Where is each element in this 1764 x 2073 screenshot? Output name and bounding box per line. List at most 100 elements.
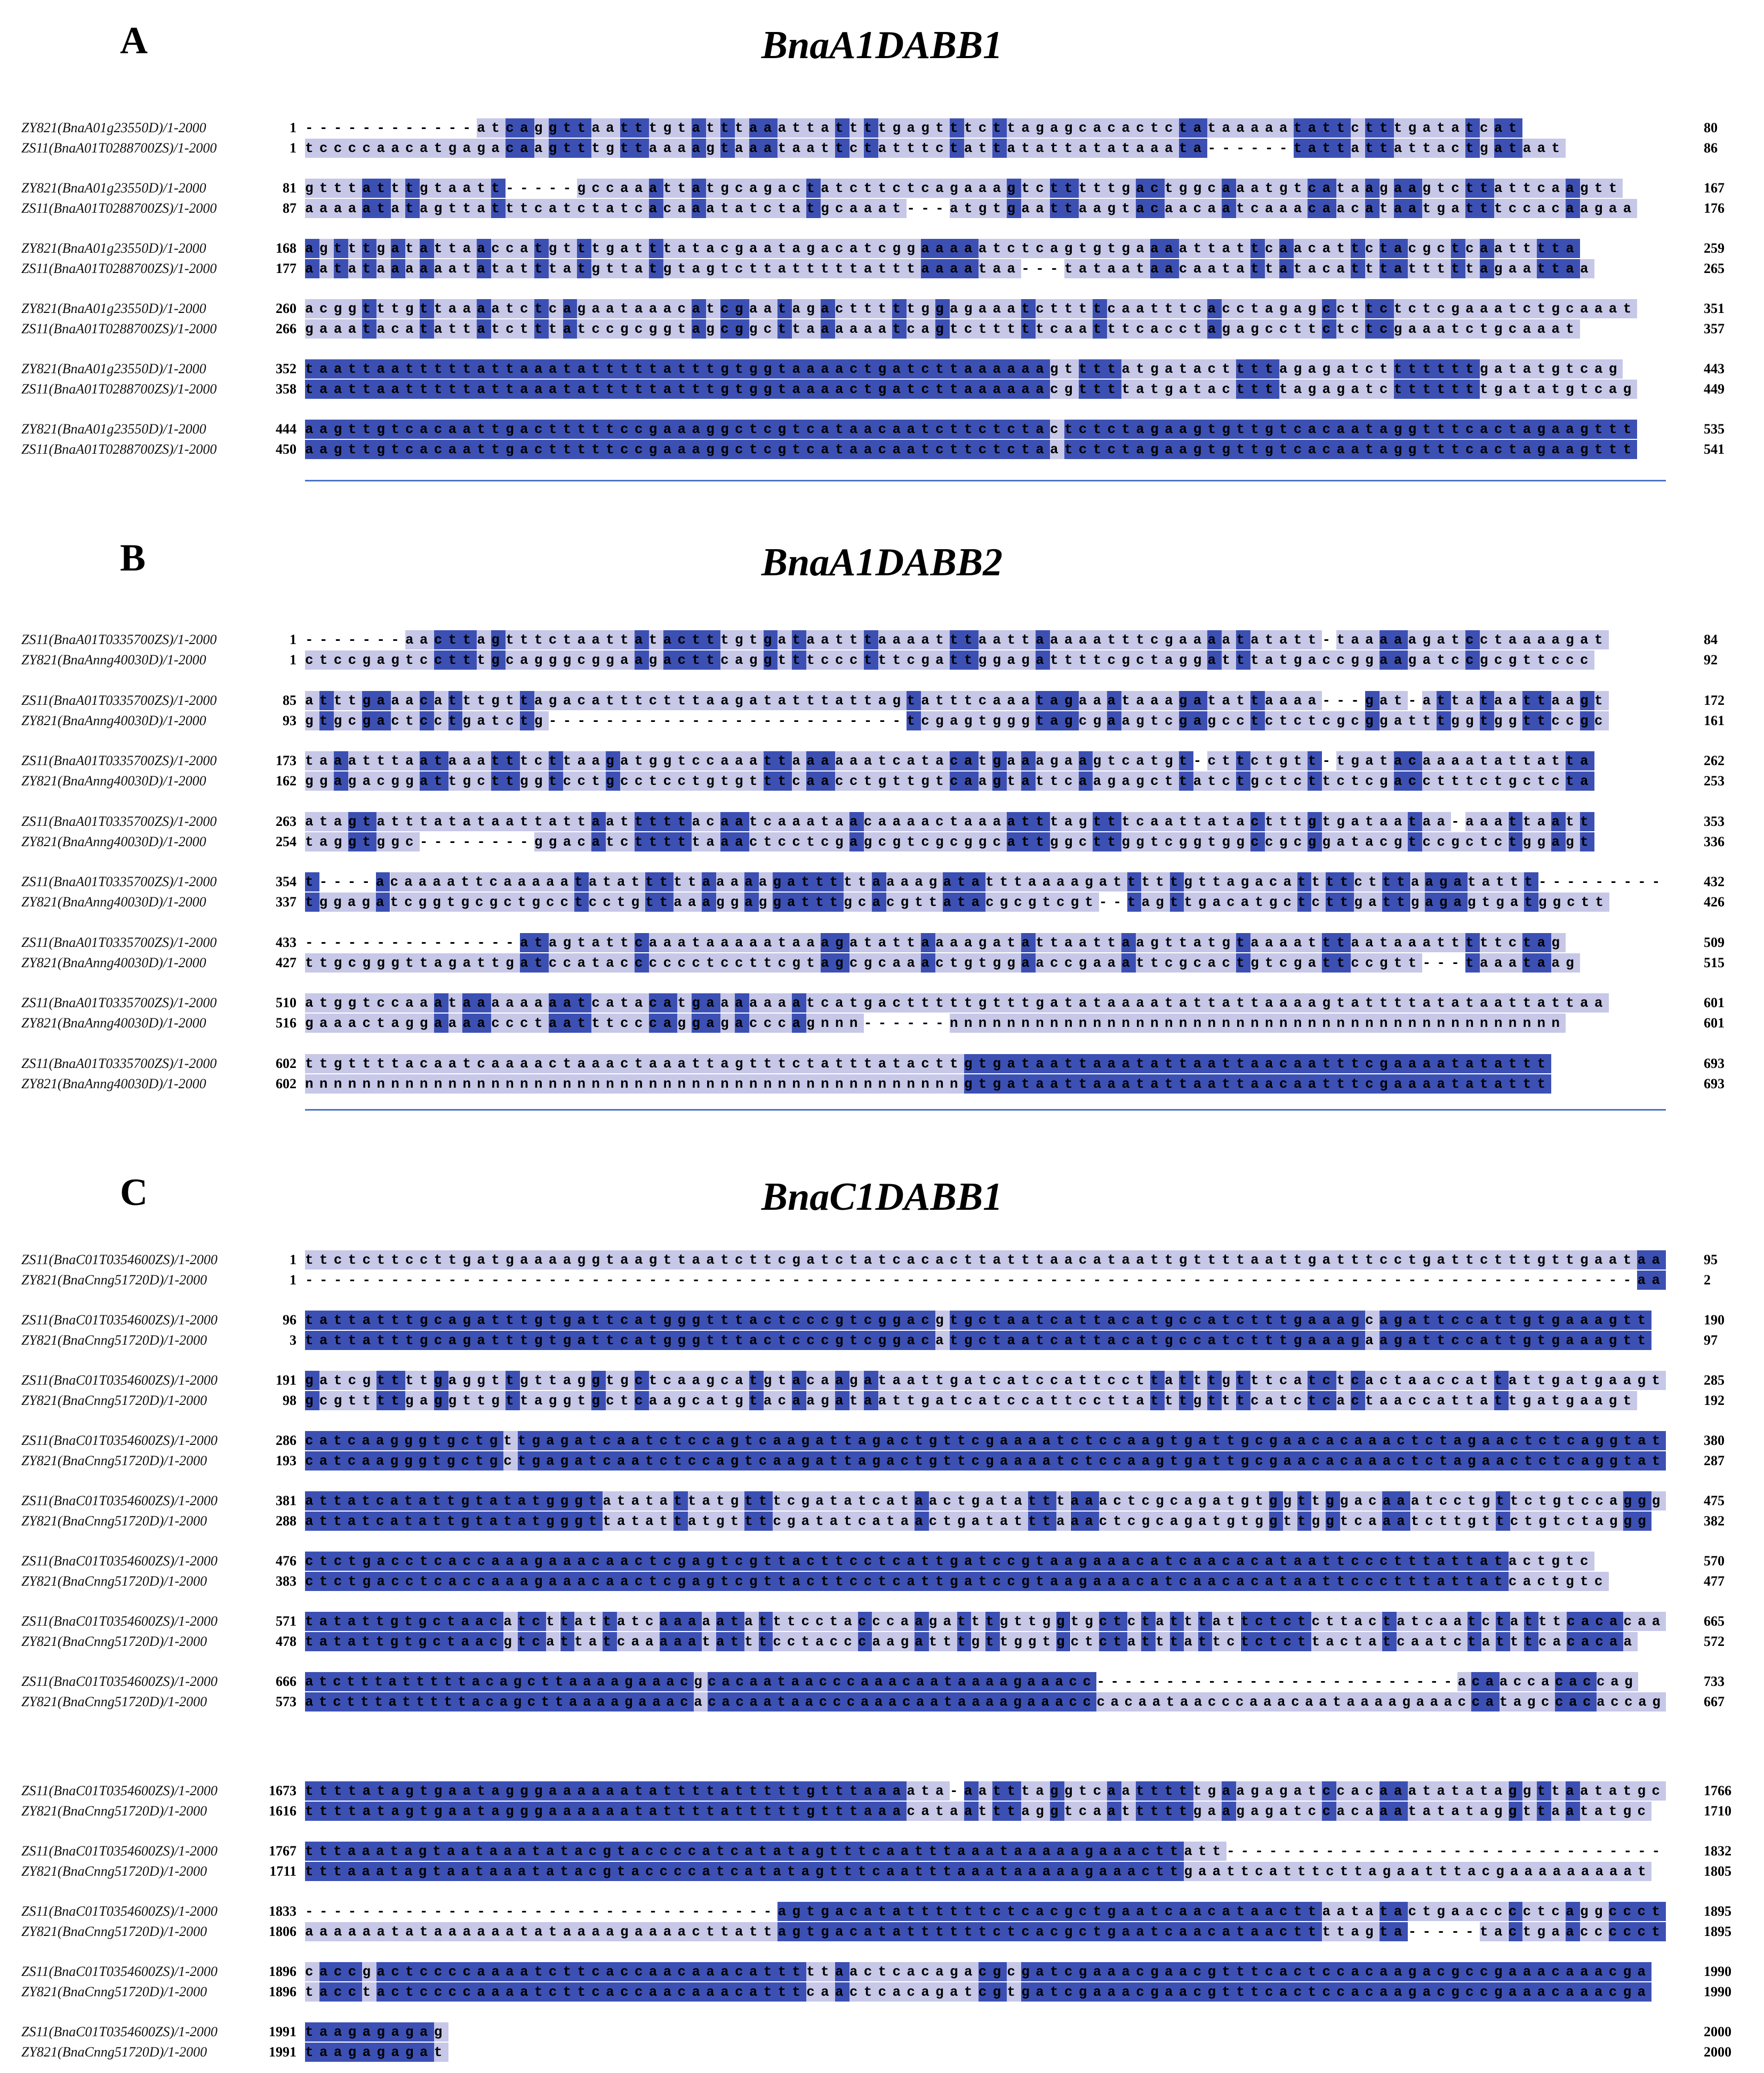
sequence-track: ttgcgggttagattgatccatacccccctccttcgtagcg… xyxy=(305,953,1666,973)
identical-block xyxy=(362,259,377,278)
sequence-track: tttaaatagtaataaatatacgtaccccatcatatagttt… xyxy=(305,1842,1666,1861)
start-position: 666 xyxy=(276,1674,296,1689)
mismatch-block xyxy=(1393,319,1580,339)
mismatch-block xyxy=(985,893,1099,912)
identical-block xyxy=(921,259,979,278)
mismatch-block xyxy=(405,630,434,649)
mismatch-block xyxy=(878,630,950,649)
end-position: 190 xyxy=(1704,1312,1725,1328)
sequence-text: tatattgtgctaacgtcattatcaaaaatatttcctaccc… xyxy=(305,1634,1638,1650)
sequence-text: ctctgacctcaccaaagaaacaactcgagtcgttacttcc… xyxy=(305,1553,1594,1569)
identical-block xyxy=(1021,299,1036,318)
alignment-row: ZY821(BnaA01g23550D)/1-2000 260 acggtttgtt… xyxy=(0,299,1764,318)
identical-block xyxy=(375,872,390,891)
sequence-text: aaaaaatataaaaaatataaaagaaaacttattagtgaca… xyxy=(305,1924,1666,1940)
identical-block xyxy=(634,933,649,952)
identical-block xyxy=(763,772,792,791)
identical-block xyxy=(477,299,492,318)
sequence-track: taagagagag xyxy=(305,2022,1666,2042)
mismatch-block xyxy=(390,872,575,891)
mismatch-block xyxy=(305,690,319,710)
identical-block xyxy=(720,319,749,339)
end-position: 351 xyxy=(1704,301,1725,316)
start-position: 173 xyxy=(276,753,296,768)
mismatch-block xyxy=(706,199,807,218)
mismatch-block xyxy=(1494,179,1566,198)
alignment-row: ZS11(BnaA01T0288700ZS)/1-2000 1 tccccaacat… xyxy=(0,139,1764,158)
mismatch-block xyxy=(506,630,635,649)
identical-block xyxy=(907,690,921,710)
mismatch-block xyxy=(749,832,849,851)
end-position: 733 xyxy=(1704,1674,1725,1689)
end-position: 541 xyxy=(1704,441,1725,457)
identical-block xyxy=(1236,359,1279,379)
mismatch-block xyxy=(1354,872,1383,891)
mismatch-block xyxy=(1007,772,1022,791)
sequence-name: ZS11(BnaC01T0354600ZS)/1-2000 xyxy=(21,1674,218,1689)
identical-block xyxy=(1393,199,1423,218)
mismatch-block xyxy=(1479,359,1623,379)
identical-block xyxy=(305,259,319,278)
mismatch-block xyxy=(1408,259,1452,278)
conservation-shading xyxy=(305,239,1666,258)
sequence-name: ZS11(BnaC01T0354600ZS)/1-2000 xyxy=(21,1964,218,1979)
mismatch-block xyxy=(720,650,764,670)
sequence-track: agtttgatattaaccatgtttgatttatacgaatagacat… xyxy=(305,239,1666,258)
identical-block xyxy=(434,630,477,649)
panel-separator xyxy=(305,480,1666,481)
sequence-name: ZS11(BnaC01T0354600ZS)/1-2000 xyxy=(21,1843,218,1859)
sequence-track: taaatttaataaatttcttaagatggtccaaattaaaaaa… xyxy=(305,751,1666,770)
sequence-name: ZY821(BnaAnng40030D)/1-2000 xyxy=(21,712,206,728)
start-position: 444 xyxy=(276,421,296,437)
alignment-row: ZY821(BnaCnng51720D)/1-2000 3 tattatttgcag… xyxy=(0,1331,1764,1350)
identical-block xyxy=(645,872,674,891)
sequence-name: ZY821(BnaCnng51720D)/1-2000 xyxy=(21,1863,207,1879)
identical-block xyxy=(1121,933,1136,952)
mismatch-block xyxy=(1422,199,1465,218)
conservation-shading xyxy=(305,380,1666,399)
identical-block xyxy=(1524,872,1538,891)
identical-block xyxy=(949,772,979,791)
panel-letter: B xyxy=(120,536,146,579)
mismatch-block xyxy=(477,630,492,649)
mismatch-block xyxy=(648,118,692,138)
identical-block xyxy=(992,139,1007,158)
identical-block xyxy=(1308,811,1322,831)
mismatch-block xyxy=(1422,811,1452,831)
mismatch-block xyxy=(1494,199,1566,218)
sequence-track: acggtttgttaaaatctcagaataaacatcgaatagactt… xyxy=(305,299,1666,318)
identical-block xyxy=(692,319,707,339)
mismatch-block xyxy=(1036,953,1122,973)
identical-block xyxy=(1207,319,1222,339)
identical-block xyxy=(405,179,420,198)
end-position: 97 xyxy=(1704,1332,1718,1348)
sequence-name: ZY821(BnaAnng40030D)/1-2000 xyxy=(21,773,206,789)
identical-block xyxy=(1637,1250,1666,1269)
identical-block xyxy=(1236,772,1250,791)
identical-block xyxy=(1522,711,1552,730)
identical-block xyxy=(907,711,921,730)
identical-block xyxy=(1365,711,1380,730)
end-position: 1805 xyxy=(1704,1863,1731,1879)
start-position: 510 xyxy=(276,995,296,1010)
end-position: 382 xyxy=(1704,1513,1725,1529)
end-position: 336 xyxy=(1704,833,1725,849)
identical-block xyxy=(1393,179,1423,198)
mismatch-block xyxy=(692,832,721,851)
mismatch-block xyxy=(1479,118,1494,138)
mismatch-block xyxy=(448,1014,463,1033)
identical-block xyxy=(720,811,749,831)
identical-block xyxy=(1522,953,1552,973)
identical-block xyxy=(821,299,835,318)
alignment-row: ZY821(BnaA01g23550D)/1-2000 444 aagttgtcac… xyxy=(0,420,1764,439)
identical-block xyxy=(935,299,950,318)
identical-block xyxy=(872,872,886,891)
sequence-track: atagtatttatataattattaatttttacaatcaaataac… xyxy=(305,811,1666,831)
mismatch-block xyxy=(921,711,1036,730)
sequence-name: ZY821(BnaA01g23550D)/1-2000 xyxy=(21,301,206,316)
mismatch-block xyxy=(1007,751,1022,770)
mismatch-block xyxy=(1322,811,1408,831)
sequence-track: aagttgtcacaattgactttttccgaaaggctcgtcataa… xyxy=(305,420,1666,439)
mismatch-block xyxy=(1264,811,1308,831)
alignment-row: ZS11(BnaA01T0288700ZS)/1-2000 177 aatataaa… xyxy=(0,259,1764,278)
